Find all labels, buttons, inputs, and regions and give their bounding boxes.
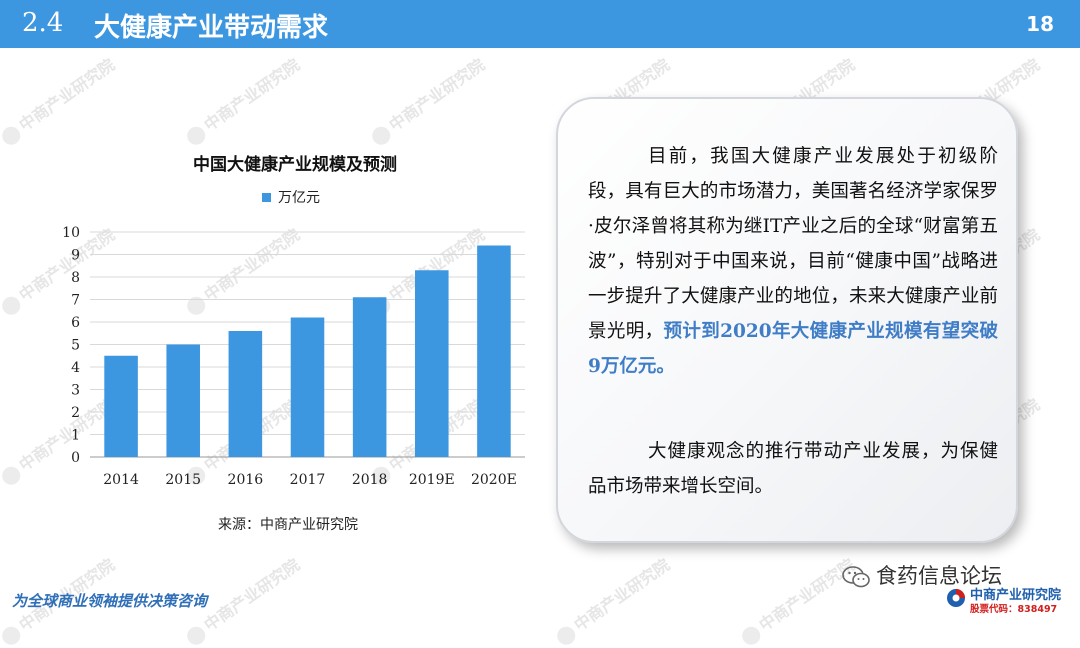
watermark-logo-icon — [183, 622, 209, 648]
brand-name: 中商产业研究院 — [970, 588, 1062, 603]
bar-2018 — [352, 297, 387, 457]
y-tick-label: 7 — [71, 293, 80, 309]
chart-title: 中国大健康产业规模及预测 — [193, 154, 397, 175]
brand-stock-code: 股票代码：838497 — [970, 604, 1058, 615]
page-number: 18 — [1026, 12, 1054, 36]
footer-slogan: 为全球商业领袖提供决策咨询 — [12, 592, 208, 610]
watermark-logo-icon — [0, 462, 24, 488]
legend-label: 万亿元 — [278, 190, 320, 206]
paragraph-1-highlight: 预计到2020年大健康产业规模有望突破9万亿元。 — [588, 321, 998, 377]
watermark-logo-icon — [553, 622, 579, 648]
x-tick-label: 2016 — [228, 472, 264, 488]
y-tick-label: 3 — [71, 383, 80, 399]
x-tick-label: 2018 — [352, 472, 388, 488]
bars — [104, 245, 511, 457]
paragraph-1: 目前，我国大健康产业发展处于初级阶段，具有巨大的市场潜力，美国著名经济学家保罗·… — [588, 139, 998, 384]
x-axis: 2014 2015 2016 2017 2018 2019E 2020E — [103, 472, 517, 488]
y-tick-label: 10 — [62, 225, 80, 241]
bar-2016 — [228, 331, 263, 457]
y-tick-label: 9 — [71, 248, 80, 264]
watermark: 中商产业研究院 — [735, 552, 859, 648]
header-bar: 2.4 大健康产业带动需求 18 — [0, 0, 1080, 48]
y-tick-label: 6 — [71, 315, 80, 331]
watermark: 中商产业研究院 — [0, 52, 119, 149]
bar-2014 — [104, 355, 138, 457]
watermark-logo-icon — [738, 622, 764, 648]
y-tick-label: 1 — [71, 428, 80, 444]
x-tick-label: 2017 — [290, 472, 326, 488]
x-tick-label: 2019E — [409, 472, 455, 488]
watermark-logo-icon — [0, 122, 24, 148]
brand-logo-icon — [947, 589, 965, 607]
paragraph-2: 大健康观念的推行带动产业发展，为保健品市场带来增长空间。 — [588, 441, 998, 497]
description-box: 目前，我国大健康产业发展处于初级阶段，具有巨大的市场潜力，美国著名经济学家保罗·… — [556, 97, 1018, 543]
wechat-name: 食药信息论坛 — [876, 564, 1002, 588]
bar-2020E — [477, 245, 511, 457]
watermark: 中商产业研究院 — [365, 52, 489, 149]
y-tick-label: 8 — [71, 270, 80, 286]
x-tick-label: 2014 — [103, 472, 139, 488]
legend-swatch — [262, 193, 271, 202]
watermark-logo-icon — [0, 292, 24, 318]
chart-source: 来源：中商产业研究院 — [218, 517, 358, 533]
watermark: 中商产业研究院 — [550, 552, 674, 648]
y-tick-label: 2 — [71, 405, 80, 421]
watermark: 中商产业研究院 — [180, 52, 304, 149]
wechat-icon — [842, 566, 870, 588]
y-tick-label: 4 — [71, 360, 80, 376]
bar-2017 — [290, 317, 325, 457]
y-axis: 0 1 2 3 4 5 6 7 8 9 10 — [62, 225, 80, 466]
wechat-account: 食药信息论坛 — [842, 560, 1002, 590]
bar-2019E — [415, 270, 449, 457]
x-tick-label: 2020E — [471, 472, 517, 488]
watermark-logo-icon — [0, 622, 24, 648]
y-tick-label: 0 — [71, 450, 80, 466]
paragraph-1-text: 目前，我国大健康产业发展处于初级阶段，具有巨大的市场潜力，美国著名经济学家保罗·… — [588, 146, 998, 342]
page-title: 大健康产业带动需求 — [94, 13, 329, 43]
x-tick-label: 2015 — [165, 472, 201, 488]
bar-2015 — [166, 344, 200, 457]
section-number: 2.4 — [22, 8, 64, 38]
y-tick-label: 5 — [71, 338, 80, 354]
